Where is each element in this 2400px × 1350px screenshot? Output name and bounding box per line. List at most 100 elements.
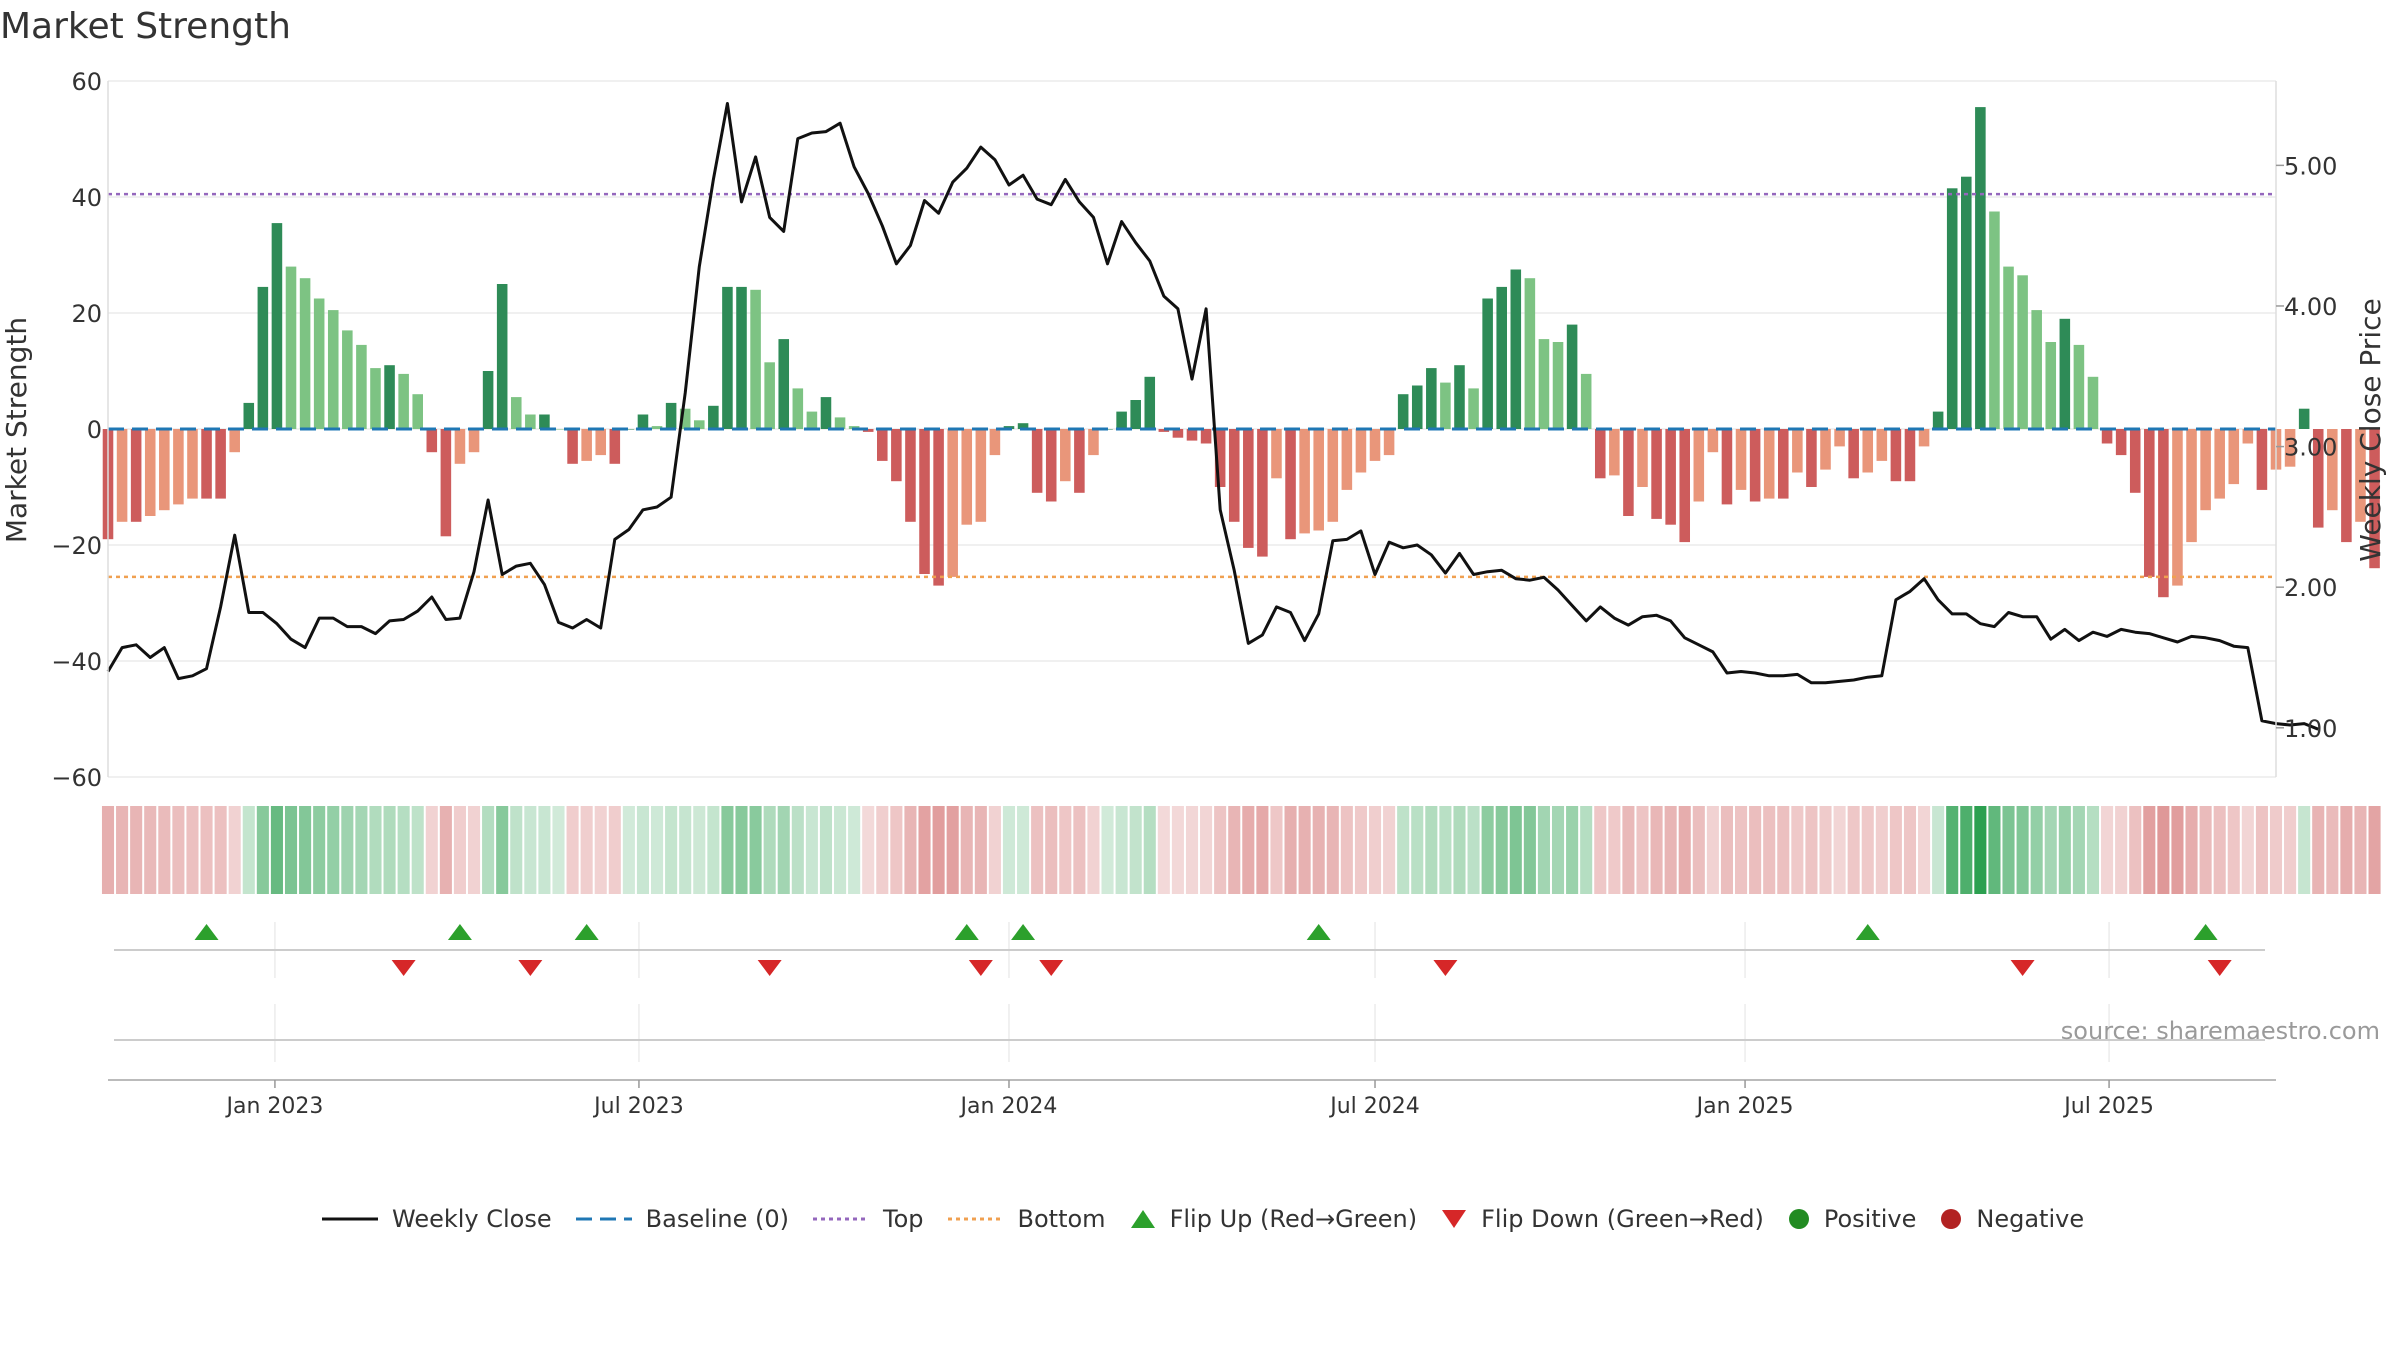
strip-cell [1594, 806, 1607, 894]
strip-cell [679, 806, 692, 894]
strip-cell [946, 806, 959, 894]
strength-bar [2003, 266, 2014, 429]
flip-up-marker [1855, 924, 1880, 940]
flip-down-marker [757, 960, 782, 976]
strip-cell [1270, 806, 1283, 894]
strip-cell [749, 806, 762, 894]
strength-bar [2256, 429, 2268, 490]
strength-bar [722, 286, 733, 429]
strip-cell [369, 806, 382, 894]
legend-item-positive: Positive [1786, 1205, 1916, 1233]
strip-cell [1143, 806, 1156, 894]
strip-cell [1903, 806, 1917, 894]
strength-bar [820, 397, 832, 429]
flip-up-marker [574, 924, 599, 940]
strip-cell [1185, 806, 1199, 894]
strip-cell [101, 806, 115, 894]
strength-bar [1214, 429, 1226, 487]
strength-bar [1186, 429, 1198, 441]
strength-bar [1031, 429, 1043, 493]
strength-bar [412, 394, 423, 429]
flip-markers [114, 922, 2265, 1062]
strip-cell [594, 806, 607, 894]
legend-item-bottom: Bottom [946, 1205, 1106, 1233]
strip-cell [777, 806, 790, 894]
strip-cell [158, 806, 171, 894]
strength-bar [975, 429, 987, 522]
strength-bar [1327, 429, 1339, 522]
strength-bar [257, 286, 269, 429]
strength-bar [1144, 376, 1156, 429]
strip-cell [848, 806, 861, 894]
strip-cell [1467, 806, 1480, 894]
strip-cell [1298, 806, 1311, 894]
legend-item-negative: Negative [1938, 1205, 2084, 1233]
strip-cell [890, 806, 903, 894]
strength-bar [1904, 429, 1916, 482]
strip-cell [960, 806, 973, 894]
strip-cell [580, 806, 593, 894]
strength-bar [1651, 429, 1662, 519]
strip-cell [1749, 806, 1762, 894]
strength-bar [2312, 429, 2324, 528]
strength-bar [468, 429, 480, 453]
strip-cell [1551, 806, 1565, 894]
strip-cell [805, 806, 818, 894]
strength-bar [1454, 365, 1465, 429]
strip-cell [2269, 806, 2283, 894]
strength-bar [679, 408, 691, 429]
strip-cell [1791, 806, 1804, 894]
legend-swatch-dotted [947, 1217, 1004, 1221]
strip-cell [1974, 806, 1987, 894]
strength-bar [454, 429, 466, 464]
strip-cell [1045, 806, 1058, 894]
strip-cell [2213, 806, 2226, 894]
flip-up-marker [447, 924, 472, 940]
strip-cell [819, 806, 833, 894]
strength-bar [961, 429, 973, 525]
strip-cell [313, 806, 326, 894]
strip-cell [1242, 806, 1255, 894]
legend-item-baseline: Baseline (0) [574, 1205, 789, 1233]
flip-up-marker [2193, 924, 2218, 940]
strength-bar [1060, 429, 1071, 482]
strength-bar [736, 286, 747, 429]
strength-bar [215, 429, 226, 499]
legend-label: Negative [1976, 1205, 2085, 1233]
legend-swatch-line [322, 1217, 378, 1221]
y-axis-label: Market Strength [0, 317, 33, 543]
strength-bar [2200, 429, 2211, 511]
strength-bar [1369, 429, 1381, 461]
strip-cell [116, 806, 129, 894]
strip-cell [1537, 806, 1550, 894]
strength-bar [623, 429, 635, 430]
strip-cell [1805, 806, 1818, 894]
strength-bar [1848, 429, 1859, 479]
strip-cell [467, 806, 481, 894]
strength-bar [2355, 429, 2366, 522]
strip-cell [341, 806, 354, 894]
strip-cell [721, 806, 734, 894]
strength-bar [159, 429, 170, 511]
x-tick-label: Jul 2024 [1328, 1094, 1420, 1119]
circle-icon [1788, 1209, 1809, 1229]
strength-bar [2087, 376, 2099, 429]
legend-label: Flip Down (Green→Red) [1481, 1205, 1764, 1233]
strength-bar [384, 365, 395, 429]
strength-bar [1623, 429, 1634, 516]
strength-bar [1538, 339, 1550, 429]
strip-cell [1847, 806, 1860, 894]
weekly-close-line [106, 102, 2319, 731]
strength-bar [693, 420, 705, 429]
strip-cell [1918, 806, 1931, 894]
strip-cell [1312, 806, 1325, 894]
strip-cell [1833, 806, 1846, 894]
strip-cell [834, 806, 847, 894]
strength-bar [933, 429, 944, 586]
strength-bar [1411, 385, 1423, 429]
strip-cell [1340, 806, 1353, 894]
strength-bar [525, 414, 536, 429]
strength-bar [651, 426, 663, 429]
chart-title: Market Strength [0, 6, 291, 47]
